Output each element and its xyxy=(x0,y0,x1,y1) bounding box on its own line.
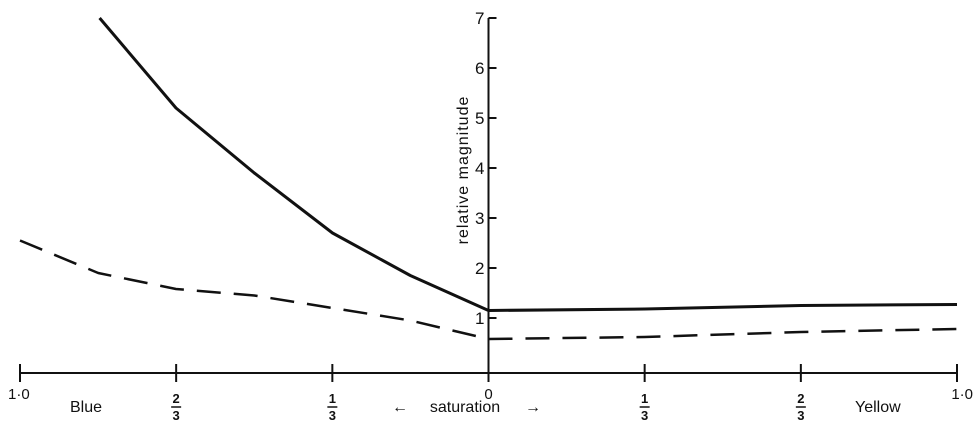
y-tick-label: 2 xyxy=(475,259,484,278)
y-tick-label: 4 xyxy=(475,159,484,178)
y-axis-label: relative magnitude xyxy=(455,96,472,245)
y-tick-label: 5 xyxy=(475,109,484,128)
axes: 1·0 2 3 1 3 0 1 3 2 3 1·0 1 2 3 4 5 6 7 xyxy=(8,9,973,423)
y-tick-label: 3 xyxy=(475,209,484,228)
x-tick-label-numerator: 1 xyxy=(329,391,336,406)
x-tick-label-denominator: 3 xyxy=(797,408,804,423)
x-axis-label: saturation xyxy=(430,399,500,416)
x-tick-label-numerator: 1 xyxy=(641,391,648,406)
y-tick-label: 1 xyxy=(475,309,484,328)
x-tick-label: 1·0 xyxy=(951,386,973,403)
series-layer xyxy=(19,17,958,341)
y-tick-label: 7 xyxy=(475,9,484,28)
x-tick-label-denominator: 3 xyxy=(329,408,336,423)
yellow-label: Yellow xyxy=(855,399,901,416)
left-arrow-icon: ← xyxy=(392,399,408,416)
x-tick-label-numerator: 2 xyxy=(173,391,180,406)
x-tick-label-denominator: 3 xyxy=(641,408,648,423)
x-tick-label: 1·0 xyxy=(8,386,30,403)
labels-layer: relative magnitude Blue Yellow ← saturat… xyxy=(70,96,901,416)
x-tick-label: 0 xyxy=(484,386,492,403)
y-tick-label: 6 xyxy=(475,59,484,78)
blue-label: Blue xyxy=(70,399,102,416)
solid-series-line xyxy=(98,17,958,312)
x-tick-label-denominator: 3 xyxy=(173,408,180,423)
x-tick-label-numerator: 2 xyxy=(797,391,804,406)
dashed-series-line xyxy=(19,239,958,341)
right-arrow-icon: → xyxy=(525,399,541,416)
